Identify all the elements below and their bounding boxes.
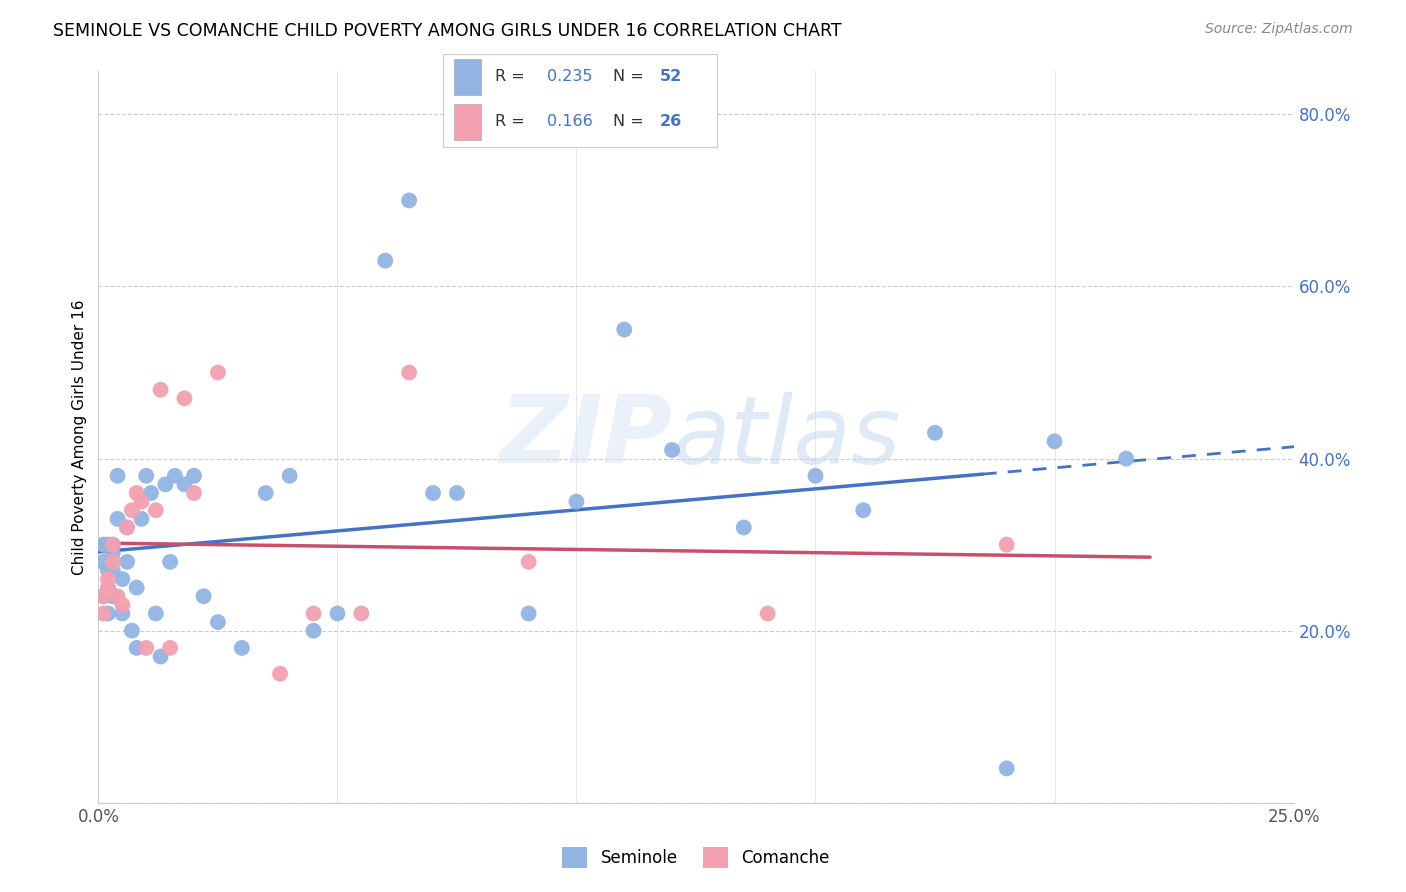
Text: Source: ZipAtlas.com: Source: ZipAtlas.com (1205, 22, 1353, 37)
Point (91, 589, 114, 603)
Point (97, 564, 120, 578)
Point (852, 503, 875, 517)
Point (131, 512, 153, 526)
Point (1043, 434, 1066, 449)
FancyBboxPatch shape (454, 104, 481, 140)
Point (173, 392, 195, 406)
Point (107, 512, 129, 526)
Point (924, 425, 946, 440)
Point (207, 615, 229, 629)
Point (101, 538, 124, 552)
Legend: Seminole, Comanche: Seminole, Comanche (562, 847, 830, 868)
Point (107, 589, 129, 603)
Point (97, 572, 120, 586)
Point (398, 194, 420, 208)
Point (101, 546, 124, 560)
Point (269, 666, 291, 681)
Point (97, 581, 120, 595)
Text: 52: 52 (659, 70, 682, 85)
Point (101, 538, 124, 552)
Point (278, 468, 301, 483)
Point (350, 607, 373, 621)
Point (115, 520, 138, 534)
Point (111, 607, 134, 621)
Point (91, 589, 114, 603)
Point (111, 598, 134, 612)
Point (121, 624, 143, 638)
Point (302, 607, 325, 621)
Point (139, 486, 162, 500)
Point (159, 555, 181, 569)
Point (733, 520, 755, 534)
Point (91, 555, 114, 569)
Point (145, 503, 167, 517)
Text: R =: R = (495, 70, 530, 85)
Point (517, 555, 540, 569)
Point (101, 555, 124, 569)
Point (163, 468, 186, 483)
Point (111, 572, 134, 586)
Text: N =: N = (613, 114, 648, 129)
Point (374, 253, 396, 268)
Point (125, 486, 148, 500)
Point (115, 520, 138, 534)
Text: 0.166: 0.166 (547, 114, 593, 129)
Point (131, 494, 153, 508)
FancyBboxPatch shape (454, 59, 481, 95)
Point (302, 624, 325, 638)
Point (91, 607, 114, 621)
Point (661, 442, 683, 457)
Text: SEMINOLE VS COMANCHE CHILD POVERTY AMONG GIRLS UNDER 16 CORRELATION CHART: SEMINOLE VS COMANCHE CHILD POVERTY AMONG… (53, 22, 842, 40)
Point (115, 555, 138, 569)
Point (517, 607, 540, 621)
Point (422, 486, 444, 500)
Point (231, 640, 253, 655)
Point (149, 383, 172, 397)
Point (101, 564, 124, 578)
Text: ZIP: ZIP (499, 391, 672, 483)
Point (326, 607, 349, 621)
Point (565, 494, 588, 508)
Point (254, 486, 277, 500)
Point (135, 640, 157, 655)
Point (183, 468, 205, 483)
Point (121, 503, 143, 517)
Point (155, 477, 177, 491)
Text: N =: N = (613, 70, 648, 85)
Point (97, 538, 120, 552)
Point (207, 366, 229, 380)
Point (398, 366, 420, 380)
Point (193, 589, 215, 603)
Point (159, 640, 181, 655)
Point (97, 607, 120, 621)
Point (125, 640, 148, 655)
Point (97, 581, 120, 595)
Point (995, 761, 1018, 775)
Point (125, 581, 148, 595)
Y-axis label: Child Poverty Among Girls Under 16: Child Poverty Among Girls Under 16 (72, 300, 87, 574)
Point (1115, 451, 1137, 466)
Point (995, 538, 1018, 552)
Point (145, 607, 167, 621)
Text: 0.235: 0.235 (547, 70, 592, 85)
Text: R =: R = (495, 114, 530, 129)
Point (183, 486, 205, 500)
Point (91, 538, 114, 552)
Point (613, 322, 636, 336)
Point (107, 468, 129, 483)
Point (804, 468, 827, 483)
Point (101, 589, 124, 603)
Point (446, 486, 468, 500)
Point (135, 468, 157, 483)
Point (149, 649, 172, 664)
Text: 26: 26 (659, 114, 682, 129)
Text: atlas: atlas (672, 392, 900, 483)
Point (173, 477, 195, 491)
Point (756, 607, 779, 621)
